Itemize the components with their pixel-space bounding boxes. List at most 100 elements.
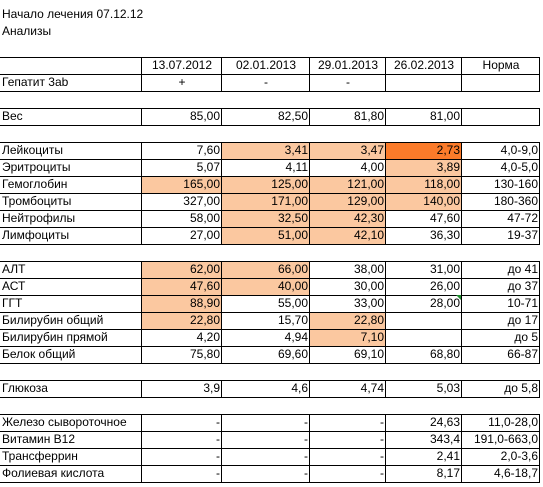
table-cell[interactable]: 55,00 [277,296,308,310]
column-header[interactable]: 26.02.2013 [393,58,455,72]
column-header[interactable]: 02.01.2013 [235,58,297,72]
table-cell[interactable]: 4,6-18,7 [493,466,538,480]
table-cell[interactable]: - [264,75,268,89]
table-cell[interactable]: 38,00 [353,262,384,276]
table-cell[interactable]: 4,6 [291,381,308,395]
row-label[interactable]: Тромбоциты [2,194,72,208]
table-cell[interactable]: 2,73 [386,142,462,159]
table-cell[interactable]: 4,0-5,0 [500,160,538,174]
row-label[interactable]: Билирубин прямой [2,330,108,344]
table-cell[interactable] [462,74,540,91]
table-cell[interactable]: 69,60 [277,347,308,361]
table-cell[interactable]: 4,94 [284,330,308,344]
table-cell[interactable]: 121,00 [310,176,386,193]
table-cell[interactable]: 327,00 [183,194,220,208]
table-cell[interactable]: 2,41 [436,449,460,463]
table-cell[interactable]: 191,0-663,0 [473,432,538,446]
table-cell[interactable]: 24,63 [429,415,460,429]
row-label[interactable]: Вес [2,109,23,123]
table-cell[interactable]: - [380,466,384,480]
row-label[interactable]: Билирубин общий [2,313,104,327]
table-cell[interactable]: 27,00 [189,228,220,242]
table-cell[interactable]: 165,00 [142,176,222,193]
table-cell[interactable]: - [380,432,384,446]
table-cell[interactable]: 32,50 [222,210,310,227]
table-cell[interactable]: 81,00 [429,109,460,123]
row-label[interactable]: Эритроциты [2,160,71,174]
table-cell[interactable]: 47-72 [507,211,538,225]
table-cell[interactable]: 4,0-9,0 [500,143,538,157]
table-cell[interactable]: 3,89 [386,159,462,176]
table-cell[interactable]: 31,00 [429,262,460,276]
sheet-title[interactable]: Начало лечения 07.12.12 [2,7,144,21]
table-cell[interactable]: до 5,8 [504,381,538,395]
table-cell[interactable]: 40,00 [222,278,310,295]
table-cell[interactable]: - [380,415,384,429]
row-label[interactable]: Трансферрин [2,449,78,463]
table-cell[interactable]: 88,90 [142,295,222,312]
table-cell[interactable]: 180-360 [493,194,538,208]
table-cell[interactable]: - [216,432,220,446]
table-cell[interactable]: - [346,75,350,89]
table-cell[interactable]: 8,17 [436,466,460,480]
table-cell[interactable]: 66-87 [507,347,538,361]
row-label[interactable]: АСТ [2,279,26,293]
table-cell[interactable]: 129,00 [310,193,386,210]
table-cell[interactable]: 171,00 [222,193,310,210]
table-cell[interactable] [462,108,540,125]
table-cell[interactable]: 28,00 [429,296,460,310]
row-label[interactable]: Нейтрофилы [2,211,76,225]
table-cell[interactable]: 81,80 [353,109,384,123]
table-cell[interactable]: 47,60 [429,211,460,225]
table-cell[interactable]: 3,47 [310,142,386,159]
row-label[interactable]: АЛТ [2,262,26,276]
row-label[interactable]: Лимфоциты [2,228,70,242]
table-cell[interactable]: 4,11 [285,160,308,174]
table-cell[interactable]: - [216,466,220,480]
table-cell[interactable]: 3,9 [203,381,220,395]
row-label[interactable]: Глюкоза [2,381,48,395]
table-cell[interactable]: 68,80 [429,347,460,361]
table-cell[interactable]: 85,00 [189,109,220,123]
row-label[interactable]: Фолиевая кислота [2,466,105,480]
table-cell[interactable]: до 41 [507,262,538,276]
table-cell[interactable]: 130-160 [493,177,538,191]
table-cell[interactable]: 69,10 [353,347,384,361]
column-header[interactable]: 13.07.2012 [151,58,213,72]
table-cell[interactable]: 51,00 [222,227,310,244]
table-cell[interactable]: - [304,415,308,429]
table-cell[interactable]: 140,00 [386,193,462,210]
table-cell[interactable]: 47,60 [142,278,222,295]
table-cell[interactable]: 36,30 [429,228,460,242]
table-cell[interactable]: 66,00 [222,261,310,278]
table-cell[interactable]: - [304,432,308,446]
table-cell[interactable]: 4,20 [196,330,220,344]
table-cell[interactable]: до 17 [507,313,538,327]
table-cell[interactable]: 19-37 [507,228,538,242]
table-cell[interactable]: 26,00 [429,279,460,293]
table-cell[interactable]: 62,00 [142,261,222,278]
table-cell[interactable]: 3,41 [222,142,310,159]
table-cell[interactable]: 15,70 [277,313,308,327]
table-cell[interactable]: - [216,415,220,429]
table-cell[interactable] [386,74,462,91]
table-cell[interactable]: 5,07 [196,160,220,174]
table-cell[interactable]: 7,60 [196,143,220,157]
table-cell[interactable]: 58,00 [189,211,220,225]
table-cell[interactable]: до 37 [507,279,538,293]
table-cell[interactable]: 42,10 [310,227,386,244]
row-label[interactable]: Белок общий [2,347,76,361]
table-cell[interactable] [386,329,462,346]
table-cell[interactable]: 82,50 [277,109,308,123]
row-label[interactable]: Железо сывороточное [2,415,127,429]
table-cell[interactable]: 125,00 [222,176,310,193]
table-cell[interactable]: - [216,449,220,463]
table-cell[interactable]: 343,4 [429,432,460,446]
table-cell[interactable]: 42,30 [310,210,386,227]
table-cell[interactable]: 33,00 [353,296,384,310]
table-cell[interactable]: 4,00 [360,160,384,174]
table-cell[interactable]: - [304,466,308,480]
sheet-subtitle[interactable]: Анализы [2,24,52,38]
row-label[interactable]: Гемоглобин [2,177,68,191]
row-label[interactable]: Витамин В12 [2,432,76,446]
